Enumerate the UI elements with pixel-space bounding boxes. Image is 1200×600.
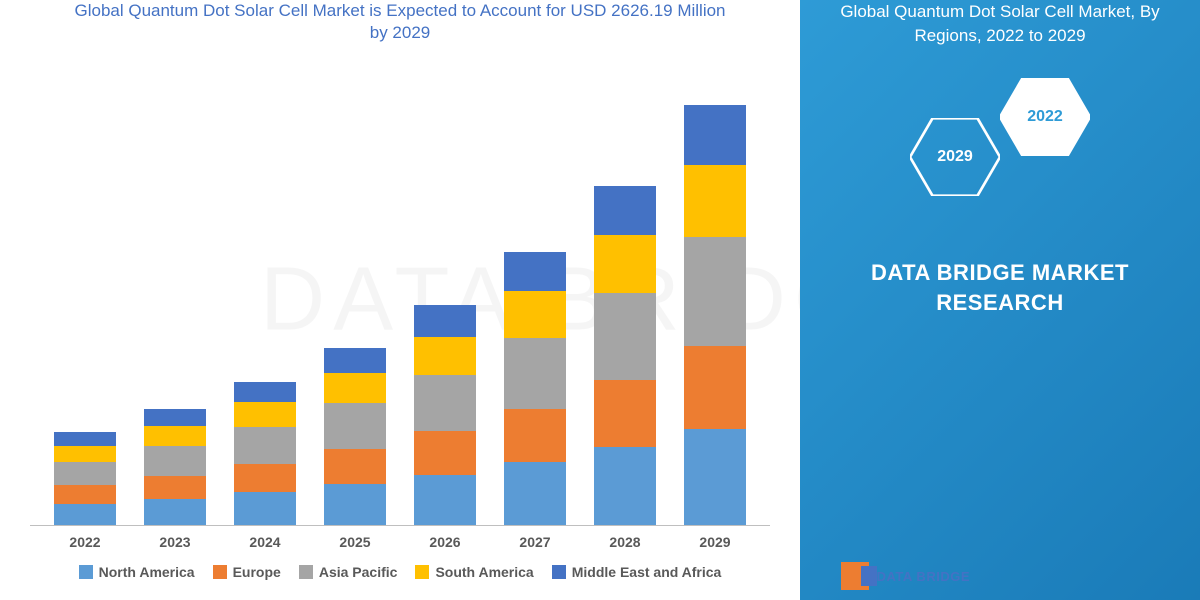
chart-title: Global Quantum Dot Solar Cell Market is … — [30, 0, 770, 64]
footer-logo-icon — [841, 562, 869, 590]
bar-segment — [504, 252, 566, 291]
bar-segment — [414, 375, 476, 431]
footer-logo: DATA BRIDGE — [841, 562, 970, 590]
brand-line-2: RESEARCH — [871, 288, 1129, 319]
x-axis-label: 2028 — [594, 534, 656, 550]
bar-segment — [144, 409, 206, 426]
bar-segment — [684, 165, 746, 237]
x-axis-label: 2024 — [234, 534, 296, 550]
bar-segment — [234, 402, 296, 427]
bar-segment — [414, 337, 476, 375]
bar-group — [504, 252, 566, 525]
bar-segment — [414, 431, 476, 474]
bar-segment — [54, 485, 116, 504]
x-axis-label: 2022 — [54, 534, 116, 550]
bar-segment — [594, 293, 656, 380]
legend-swatch — [552, 565, 566, 579]
footer-logo-text: DATA BRIDGE — [877, 569, 970, 584]
bar-segment — [684, 105, 746, 165]
hex-container: 2029 2022 — [900, 78, 1100, 218]
x-axis-label: 2026 — [414, 534, 476, 550]
bar-segment — [144, 426, 206, 445]
bar-group — [144, 409, 206, 525]
legend-swatch — [213, 565, 227, 579]
bar-group — [234, 382, 296, 525]
legend-item: Europe — [213, 564, 281, 580]
hex-2029: 2029 — [910, 118, 1000, 196]
x-axis-label: 2025 — [324, 534, 386, 550]
bar-segment — [54, 446, 116, 462]
legend: North America Europe Asia Pacific South Ame… — [30, 564, 770, 580]
main-container: Global Quantum Dot Solar Cell Market is … — [0, 0, 1200, 600]
x-axis-label: 2023 — [144, 534, 206, 550]
legend-label: Europe — [233, 564, 281, 580]
plot-area — [30, 64, 770, 526]
brand-text: DATA BRIDGE MARKET RESEARCH — [871, 258, 1129, 320]
bar-segment — [234, 427, 296, 464]
bar-segment — [414, 305, 476, 337]
brand-line-1: DATA BRIDGE MARKET — [871, 258, 1129, 289]
x-axis-label: 2027 — [504, 534, 566, 550]
bar-segment — [144, 446, 206, 476]
bars-container — [30, 64, 770, 525]
legend-item: South America — [415, 564, 533, 580]
bar-segment — [504, 462, 566, 525]
legend-label: Middle East and Africa — [572, 564, 722, 580]
chart-panel: Global Quantum Dot Solar Cell Market is … — [0, 0, 800, 600]
legend-swatch — [299, 565, 313, 579]
legend-swatch — [415, 565, 429, 579]
bar-segment — [324, 484, 386, 525]
legend-label: Asia Pacific — [319, 564, 398, 580]
legend-label: North America — [99, 564, 195, 580]
bar-segment — [504, 291, 566, 338]
bar-segment — [594, 380, 656, 447]
bar-segment — [54, 504, 116, 525]
bar-segment — [144, 499, 206, 525]
bar-segment — [684, 237, 746, 346]
bar-segment — [324, 403, 386, 449]
x-axis-label: 2029 — [684, 534, 746, 550]
legend-swatch — [79, 565, 93, 579]
bar-segment — [234, 464, 296, 492]
bar-segment — [54, 432, 116, 445]
bar-segment — [324, 449, 386, 484]
hex-2022: 2022 — [1000, 78, 1090, 156]
bar-segment — [684, 429, 746, 525]
bar-group — [414, 305, 476, 525]
bar-segment — [144, 476, 206, 499]
legend-item: North America — [79, 564, 195, 580]
x-axis: 2022 2023 2024 2025 2026 2027 2028 2029 — [30, 534, 770, 550]
legend-item: Middle East and Africa — [552, 564, 722, 580]
bar-segment — [594, 235, 656, 293]
hex-2029-label: 2029 — [937, 148, 973, 166]
bar-segment — [324, 348, 386, 374]
bar-segment — [234, 382, 296, 402]
legend-item: Asia Pacific — [299, 564, 398, 580]
bar-segment — [504, 409, 566, 463]
bar-segment — [324, 373, 386, 403]
bar-segment — [54, 462, 116, 486]
bar-group — [324, 348, 386, 525]
bar-group — [54, 432, 116, 525]
bar-segment — [594, 447, 656, 525]
side-title: Global Quantum Dot Solar Cell Market, By… — [800, 0, 1200, 78]
bar-segment — [504, 338, 566, 409]
bar-segment — [594, 186, 656, 235]
bar-group — [594, 186, 656, 525]
bar-group — [684, 105, 746, 525]
bar-segment — [414, 475, 476, 525]
legend-label: South America — [435, 564, 533, 580]
hex-2022-label: 2022 — [1027, 108, 1063, 126]
side-panel: Global Quantum Dot Solar Cell Market, By… — [800, 0, 1200, 600]
bar-segment — [234, 492, 296, 525]
bar-segment — [684, 346, 746, 429]
